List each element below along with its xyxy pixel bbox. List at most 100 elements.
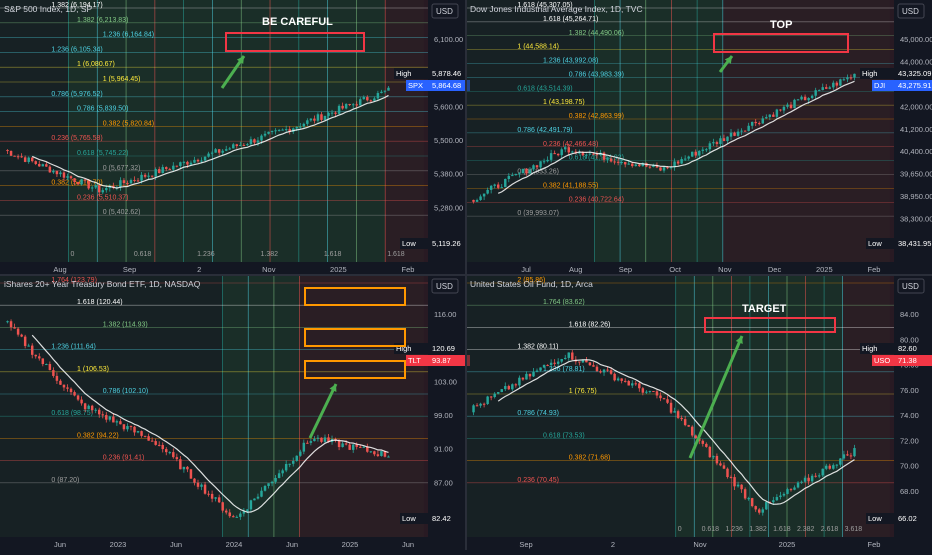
high-label: High — [396, 344, 411, 353]
candle-body — [73, 392, 76, 396]
currency-button[interactable] — [897, 3, 925, 19]
candle-body — [782, 493, 786, 496]
time-fib-label: 0 — [678, 526, 682, 533]
candle-body — [34, 161, 37, 164]
candle-body — [302, 442, 306, 452]
candle-body — [359, 99, 362, 106]
candle-body — [309, 118, 313, 121]
candle-body — [320, 114, 323, 120]
candle-body — [136, 180, 140, 182]
candle-body — [489, 185, 493, 190]
candle-body — [175, 457, 179, 460]
price-axis — [894, 0, 932, 262]
candle-body — [94, 409, 97, 411]
candle-body — [588, 153, 592, 155]
fib-level-label: 1.618 (45,264.71) — [543, 16, 598, 23]
y-tick-label: 99.00 — [434, 411, 453, 420]
currency-button[interactable] — [431, 3, 459, 19]
currency-label: USD — [436, 7, 453, 16]
candle-body — [571, 352, 574, 360]
fib-level-label: 1.236 (78.81) — [543, 366, 585, 373]
candle-body — [376, 93, 380, 99]
x-tick-label: Aug — [569, 265, 582, 274]
candle-body — [743, 130, 747, 132]
time-fib-label: 1.236 — [725, 526, 743, 533]
candle-body — [585, 359, 588, 363]
moving-average-line — [31, 94, 389, 189]
candle-body — [634, 383, 638, 385]
candle-body — [669, 167, 673, 169]
price-axis — [428, 0, 466, 262]
candle-body — [803, 477, 807, 482]
y-tick-label: 5,600.00 — [434, 102, 463, 111]
candle-body — [23, 336, 27, 346]
candle-body — [168, 452, 172, 454]
chart-panel-4[interactable]: 2 (85.86) 1.764 (83.62) 1.618 (82.26) 1.382… — [466, 275, 932, 550]
high-value: 82.60 — [898, 344, 917, 353]
y-tick-label: 68.00 — [900, 487, 919, 496]
candle-body — [119, 421, 122, 425]
candle-body — [750, 121, 754, 126]
y-tick-label: 80.00 — [900, 335, 919, 344]
candle-body — [41, 358, 45, 365]
chart-panel-3[interactable]: 1.764 (123.79) 1.618 (120.44) 1.382 (114.9… — [0, 275, 470, 550]
candle-body — [507, 386, 511, 390]
candle-body — [592, 365, 595, 367]
candle-body — [694, 435, 697, 439]
fib-level-label: 0 (5,402.62) — [103, 209, 141, 216]
candle-body — [525, 168, 528, 174]
candle-body — [599, 371, 602, 373]
currency-button[interactable] — [897, 278, 925, 294]
last-value: 71.38 — [898, 356, 917, 365]
fib-level-label: 1.382 (114.93) — [103, 321, 148, 328]
candle-body — [327, 112, 330, 116]
candle-body — [376, 454, 380, 456]
candle-body — [277, 129, 281, 131]
candle-body — [835, 464, 839, 466]
y-tick-label: 5,500.00 — [434, 136, 463, 145]
candle-body — [733, 477, 736, 487]
time-axis — [466, 262, 894, 275]
candle-body — [539, 367, 542, 371]
candle-body — [726, 468, 729, 477]
candle-body — [281, 470, 284, 474]
candle-body — [362, 97, 366, 100]
candle-body — [750, 498, 754, 507]
x-tick-label: 2025 — [342, 540, 359, 549]
high-label: High — [396, 69, 411, 78]
y-tick-label: 44,000.00 — [900, 57, 932, 66]
target-box — [304, 360, 406, 379]
candle-body — [846, 454, 849, 456]
candle-body — [256, 496, 260, 499]
candle-body — [295, 455, 298, 461]
fib-level-label: 0.618 (73.53) — [543, 432, 585, 439]
candle-body — [16, 156, 20, 158]
candle-body — [48, 166, 52, 173]
candle-body — [504, 178, 507, 188]
fib-level-label: 1 (44,588.14) — [517, 44, 559, 51]
candle-body — [486, 396, 489, 404]
candle-body — [253, 139, 256, 143]
candle-body — [239, 144, 242, 147]
candle-body — [239, 513, 242, 517]
candle-body — [740, 130, 743, 132]
candle-body — [235, 144, 239, 147]
fib-level-label: 1.618 (120.44) — [77, 299, 123, 306]
candle-body — [76, 395, 80, 400]
candle-body — [535, 370, 539, 372]
candle-body — [6, 150, 9, 152]
candle-body — [387, 87, 390, 91]
candle-body — [214, 149, 217, 153]
candle-body — [712, 455, 715, 458]
chart-panel-2[interactable]: 1.618 (45,307.05) 1.618 (45,264.71) 1.382 … — [466, 0, 932, 275]
candle-body — [659, 395, 662, 399]
candle-body — [729, 476, 733, 478]
candle-body — [154, 441, 157, 445]
currency-button[interactable] — [431, 278, 459, 294]
candle-body — [680, 417, 683, 420]
chart-panel-1[interactable]: 1.382 (6,194.17) 1.382 (6,213.83) 1.236 (6… — [0, 0, 470, 275]
candle-body — [828, 87, 832, 89]
candle-body — [588, 362, 592, 366]
candle-body — [150, 175, 154, 177]
